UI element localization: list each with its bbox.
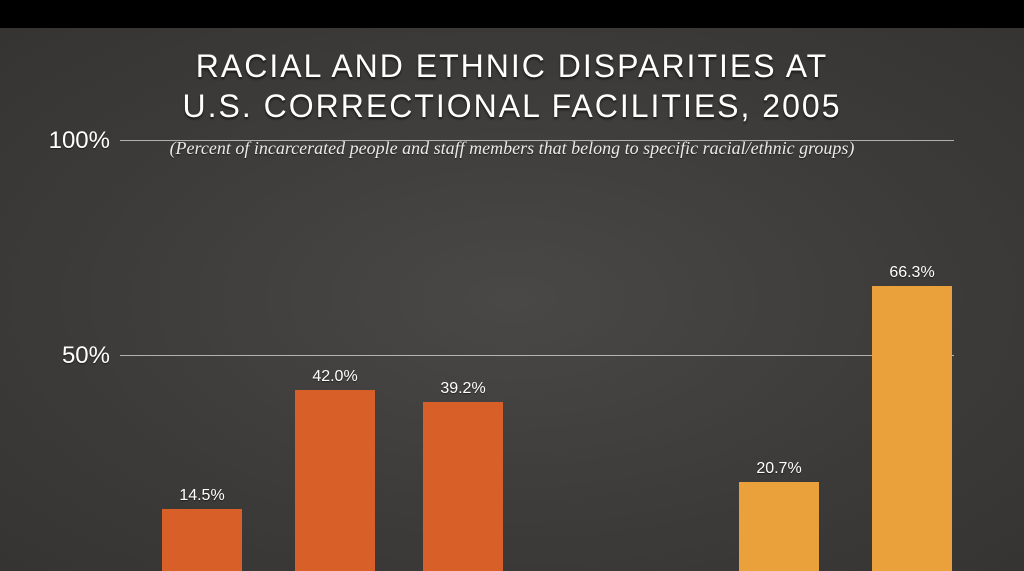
title-line-2: U.S. CORRECTIONAL FACILITIES, 2005 — [183, 88, 842, 124]
bar-value-label: 20.7% — [739, 460, 819, 478]
y-tick-label: 100% — [49, 127, 110, 155]
plot-area: 14.5% 42.0% 39.2% 20.7% 66.3% — [120, 208, 954, 571]
bar: 66.3% — [872, 286, 952, 571]
chart-subtitle: (Percent of incarcerated people and staf… — [0, 138, 1024, 159]
gridline — [120, 140, 954, 141]
bar-value-label: 39.2% — [423, 380, 503, 398]
bar-value-label: 42.0% — [295, 368, 375, 386]
bar: 14.5% — [162, 509, 242, 571]
y-axis: 50%100% — [45, 208, 120, 571]
chart-area: 50%100% 14.5% 42.0% 39.2% 20.7% 66.3% — [45, 208, 954, 571]
bar-value-label: 66.3% — [872, 264, 952, 282]
y-tick-label: 50% — [62, 342, 110, 370]
bar-value-label: 14.5% — [162, 487, 242, 505]
gridline — [120, 355, 954, 356]
chart-panel: RACIAL AND ETHNIC DISPARITIES AT U.S. CO… — [0, 28, 1024, 571]
bar: 42.0% — [295, 390, 375, 571]
title-line-1: RACIAL AND ETHNIC DISPARITIES AT — [196, 48, 828, 84]
chart-title: RACIAL AND ETHNIC DISPARITIES AT U.S. CO… — [0, 28, 1024, 126]
top-black-strip — [0, 0, 1024, 28]
bar: 39.2% — [423, 402, 503, 571]
bar: 20.7% — [739, 482, 819, 571]
